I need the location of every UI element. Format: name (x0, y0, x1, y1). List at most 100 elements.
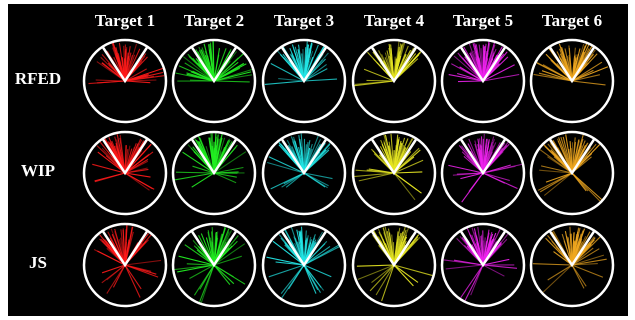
trajectory-ray (478, 44, 484, 82)
trajectory-ray (213, 57, 239, 82)
trajectory-ray (386, 50, 395, 82)
trajectory-ray (482, 264, 518, 269)
trajectory-ray (355, 169, 395, 174)
trajectory-ray (381, 264, 395, 302)
boundary-circle (261, 130, 347, 216)
target-wedge-marker (101, 138, 149, 176)
trajectory-ray (545, 172, 573, 183)
trajectory-ray (175, 72, 215, 82)
trajectory-ray (213, 151, 247, 174)
figure: Target 1 Target 2 Target 3 Target 4 Targ… (8, 4, 628, 316)
trajectory-ray (482, 172, 510, 182)
trajectory-ray (566, 236, 573, 266)
trajectory-ray (384, 134, 395, 174)
trajectory-ray (569, 233, 573, 266)
boundary-circle (171, 222, 257, 308)
trajectory-ray (209, 43, 215, 82)
trajectory-ray (186, 263, 215, 266)
trajectory-ray (270, 63, 305, 82)
trajectory-ray (101, 62, 126, 82)
cell-rfed-2 (171, 38, 257, 124)
target-wedge-marker (459, 46, 507, 84)
trajectory-ray (354, 80, 395, 85)
trajectory-ray (285, 172, 305, 188)
trajectory-ray (124, 68, 147, 82)
trajectory-ray (115, 47, 126, 82)
trajectory-ray (363, 68, 395, 82)
column-label-target-1: Target 1 (95, 11, 155, 30)
trajectory-ray (571, 74, 601, 82)
trajectory-ray (303, 78, 338, 82)
trajectory-ray (571, 264, 587, 287)
trajectory-ray (464, 264, 484, 302)
trajectory-ray (445, 264, 484, 270)
trajectory-ray (393, 137, 406, 174)
trajectory-ray (393, 264, 434, 277)
boundary-circle (171, 38, 257, 124)
trajectory-ray (571, 248, 600, 266)
trajectory-ray (184, 62, 215, 82)
target-wedge-marker (190, 138, 238, 176)
trajectory-ray (393, 171, 423, 174)
trajectory-ray (88, 80, 126, 85)
trajectory-ray (213, 172, 237, 178)
trajectory-ray (280, 264, 305, 294)
trajectory-ray (124, 172, 155, 190)
target-wedge-marker (190, 230, 238, 268)
trajectory-ray (393, 134, 399, 174)
trajectory-ray (182, 56, 215, 82)
trajectory-ray (482, 172, 518, 190)
trajectory-ray (213, 166, 244, 174)
trajectory-ray (192, 165, 215, 174)
trajectory-ray (357, 264, 395, 281)
trajectory-ray (302, 49, 305, 82)
trajectory-ray (571, 66, 609, 82)
trajectory-ray (268, 264, 305, 278)
trajectory-ray (178, 255, 215, 266)
target-wedge-marker (548, 46, 596, 84)
trajectory-ray (213, 74, 252, 82)
trajectory-ray (474, 143, 484, 174)
trajectory-ray (201, 47, 215, 82)
trajectory-ray (460, 172, 484, 180)
trajectory-ray (303, 264, 322, 288)
trajectory-ray (213, 48, 227, 82)
trajectory-ray (371, 264, 395, 284)
trajectory-ray (124, 168, 149, 174)
target-wedge-marker (101, 230, 149, 268)
trajectory-ray (272, 240, 305, 266)
trajectory-ray (106, 264, 126, 294)
target-wedge-marker (280, 230, 328, 268)
trajectory-ray (275, 261, 305, 266)
trajectory-ray (94, 172, 126, 183)
trajectory-ray (303, 172, 329, 187)
trajectory-ray (303, 68, 328, 82)
boundary-circle (261, 38, 347, 124)
cell-js-5 (440, 222, 526, 308)
trajectory-ray (482, 163, 523, 174)
trajectory-ray (571, 57, 579, 82)
cell-js-4 (351, 222, 437, 308)
trajectory-ray (561, 46, 573, 82)
trajectory-ray (303, 235, 309, 266)
trajectory-ray (482, 139, 495, 174)
trajectory-ray (303, 50, 314, 82)
boundary-circle (529, 38, 615, 124)
trajectory-ray (174, 264, 215, 271)
trajectory-ray (303, 147, 331, 174)
cell-rfed-6 (529, 38, 615, 124)
trajectory-ray (182, 151, 215, 174)
trajectory-ray (303, 172, 333, 180)
boundary-circle (440, 38, 526, 124)
row-label-rfed: RFED (15, 69, 61, 88)
trajectory-ray (264, 80, 305, 85)
target-wedge-marker (370, 46, 418, 84)
trajectory-ray (178, 65, 215, 82)
trajectory-ray (106, 264, 126, 281)
trajectory-ray (482, 64, 515, 82)
trajectory-ray (452, 172, 484, 176)
trajectory-ray (211, 227, 215, 266)
trajectory-ray (124, 259, 162, 266)
trajectory-ray (124, 226, 134, 266)
trajectory-ray (213, 172, 237, 184)
